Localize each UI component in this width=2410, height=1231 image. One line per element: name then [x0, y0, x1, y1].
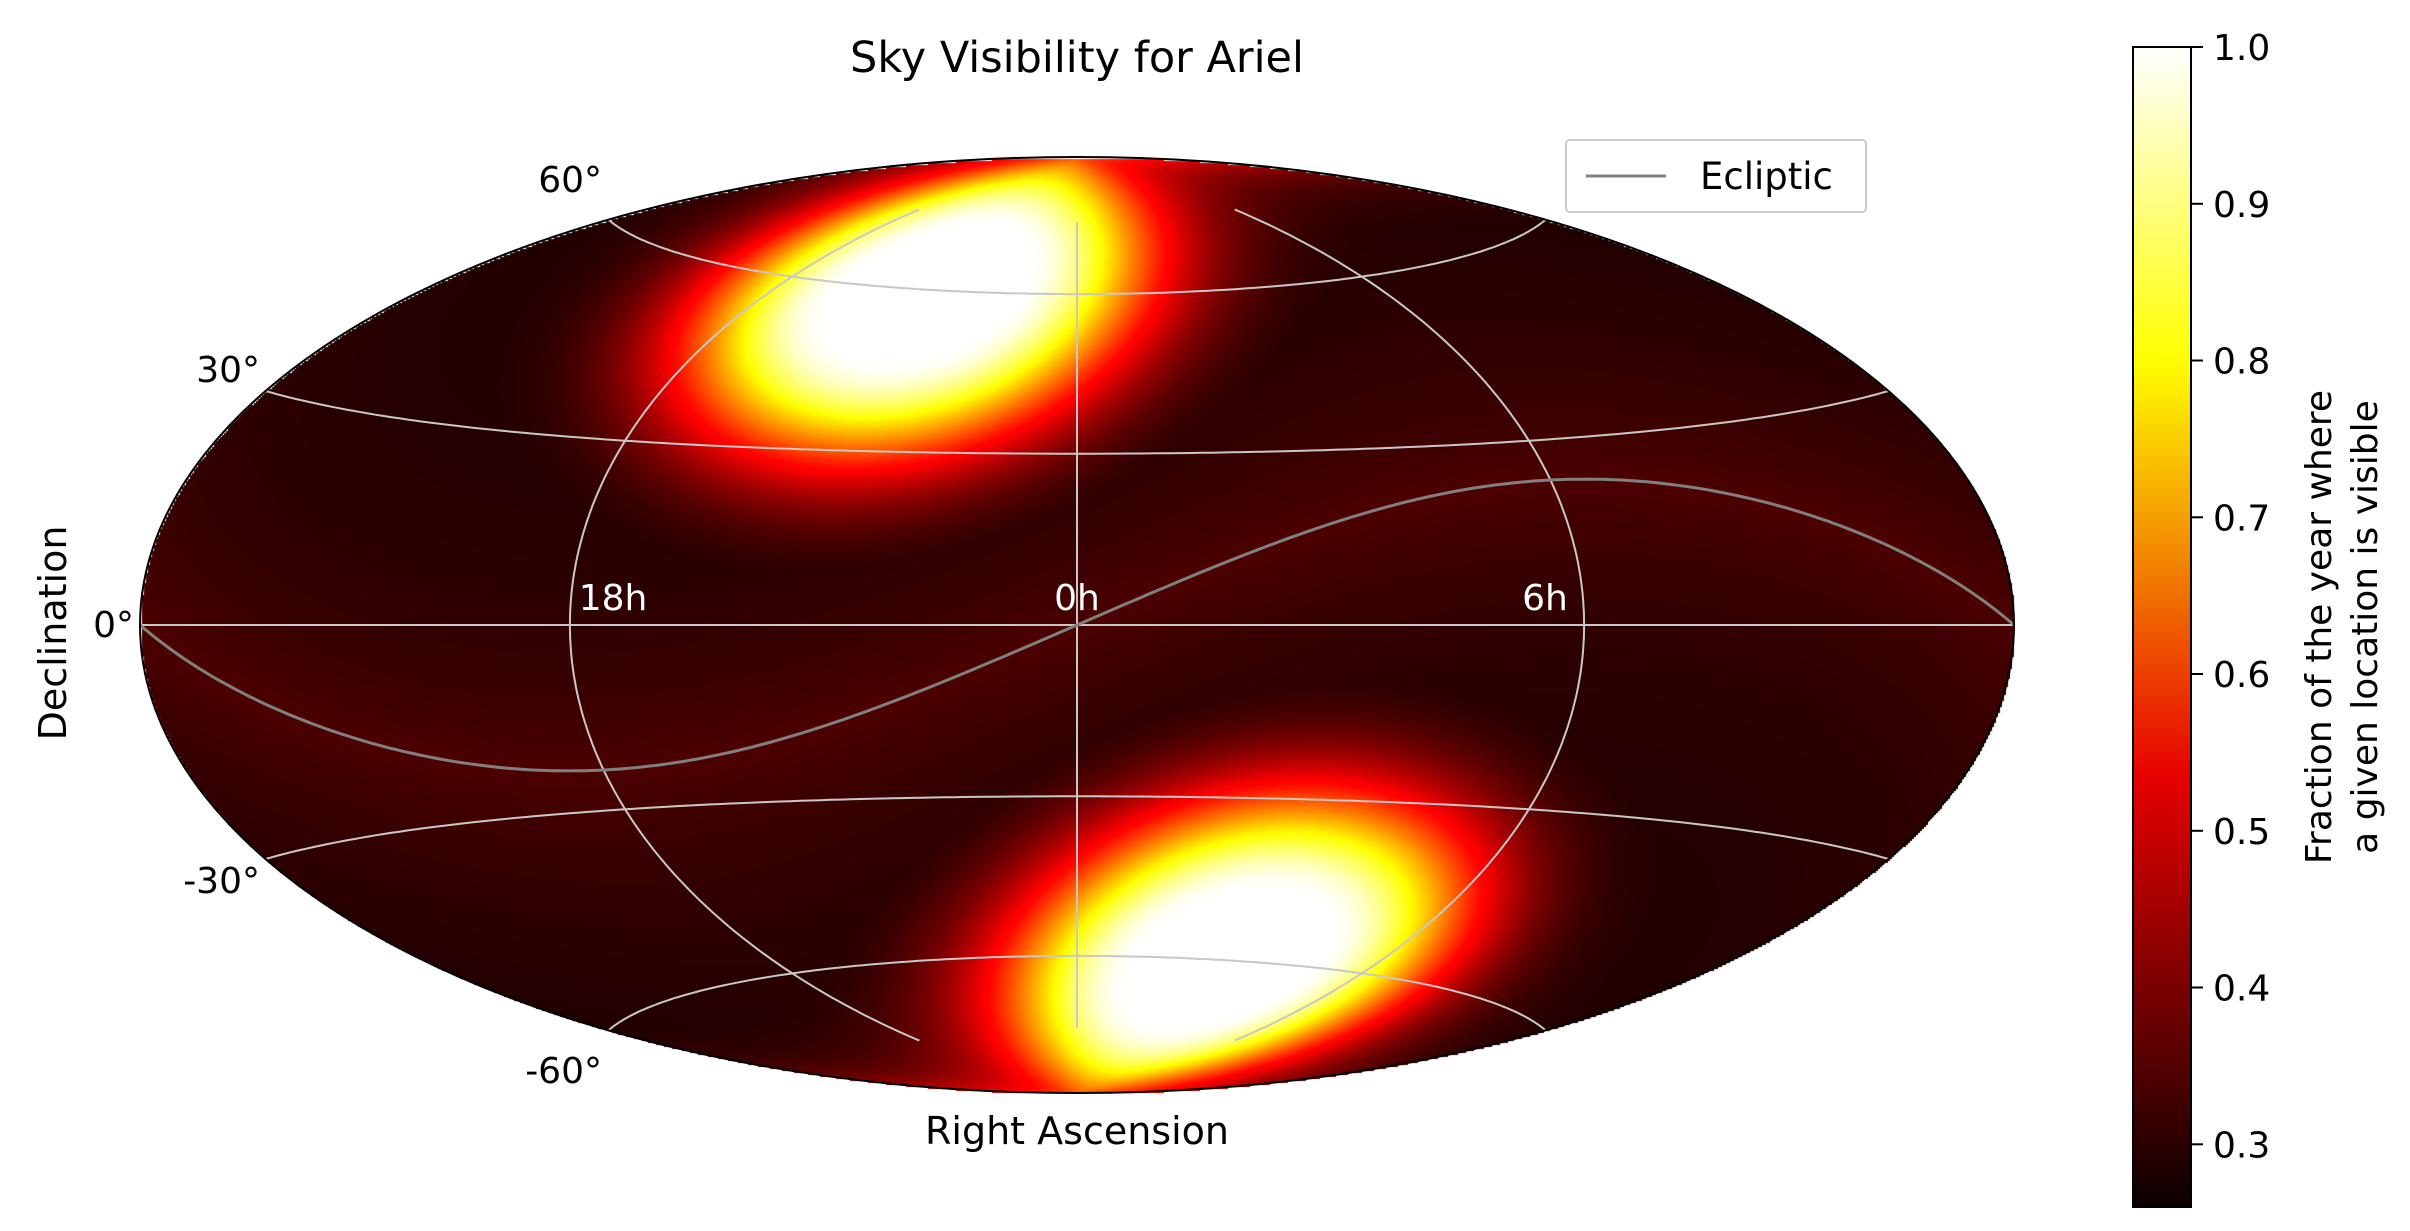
ecliptic-line	[140, 477, 2014, 773]
x-axis-label: Right Ascension	[925, 1109, 1229, 1153]
colorbar-ticks: 0.3 0.4 0.5 0.6 0.7 0.8 0.9 1.0	[2191, 28, 2270, 1166]
dec-tick-label: 30°	[196, 350, 260, 391]
legend: Ecliptic	[1565, 139, 1867, 213]
dec-tick-label: 60°	[538, 160, 602, 201]
dec-tick-label: 0°	[93, 605, 134, 646]
graticule-meridian	[568, 208, 920, 1042]
dec-tick-label: -30°	[183, 861, 260, 902]
colorbar-tick-label: 0.7	[2213, 498, 2270, 539]
ra-tick-label: 0h	[1054, 578, 1100, 619]
colorbar-gradient	[2132, 46, 2192, 1208]
legend-entry-ecliptic: Ecliptic	[1700, 155, 1833, 198]
graticule-meridian	[1234, 208, 1586, 1042]
colorbar-tick-label: 0.5	[2213, 812, 2270, 853]
ra-tick-labels: 18h 0h 6h	[579, 578, 1568, 619]
chart-title: Sky Visibility for Ariel	[850, 33, 1304, 83]
legend-frame	[1565, 139, 1867, 213]
colorbar-tick-label: 0.4	[2213, 969, 2270, 1010]
colorbar-tick-label: 0.8	[2213, 342, 2270, 383]
colorbar-label-line1: Fraction of the year where	[2299, 390, 2340, 864]
colorbar: 0.3 0.4 0.5 0.6 0.7 0.8 0.9 1.0 Fraction of the…	[2132, 28, 2386, 1208]
y-axis-label: Declination	[31, 526, 75, 741]
map-border	[139, 156, 2015, 1094]
colorbar-tick-label: 1.0	[2213, 28, 2270, 69]
colorbar-label-line2: a given location is visible	[2345, 400, 2386, 854]
colorbar-tick-label: 0.9	[2213, 185, 2270, 226]
ra-tick-label: 6h	[1522, 578, 1568, 619]
colorbar-tick-label: 0.3	[2213, 1125, 2270, 1166]
ra-tick-label: 18h	[579, 578, 648, 619]
dec-tick-label: -60°	[525, 1051, 602, 1092]
ecliptic-layer	[140, 477, 2014, 773]
colorbar-tick-label: 0.6	[2213, 655, 2270, 696]
dec-tick-labels: 60° 30° 0° -30° -60°	[93, 160, 602, 1092]
